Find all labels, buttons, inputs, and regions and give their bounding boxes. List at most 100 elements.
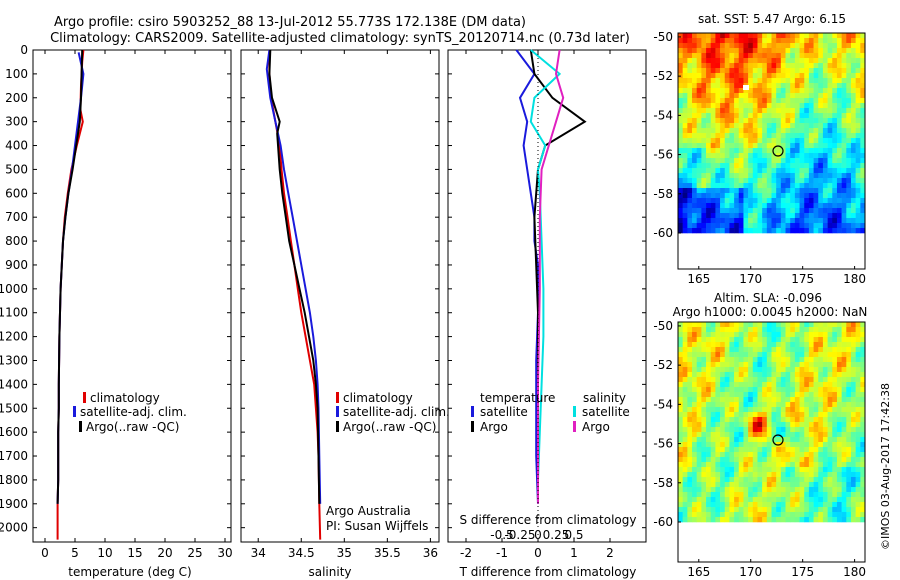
map-cell [701, 38, 707, 44]
map-cell [780, 53, 786, 59]
map-cell [738, 113, 744, 119]
sst-map-title: sat. SST: 5.47 Argo: 6.15 [698, 12, 846, 26]
map-cell [808, 367, 814, 373]
map-cell [687, 372, 693, 378]
map-cell [729, 183, 735, 189]
map-cell [794, 213, 800, 219]
map-cell [762, 412, 768, 418]
map-cell [836, 53, 842, 59]
map-cell [785, 392, 791, 398]
map-cell [822, 367, 828, 373]
map-cell [813, 148, 819, 154]
map-cell [720, 58, 726, 64]
map-cell [724, 457, 730, 463]
map-cell [841, 517, 847, 523]
map-cell [776, 497, 782, 503]
map-cell [762, 407, 768, 413]
map-cell [818, 507, 824, 513]
map-cell [846, 83, 852, 89]
map-cell [855, 58, 861, 64]
map-cell [846, 367, 852, 373]
map-cell [771, 477, 777, 483]
map-cell [748, 397, 754, 403]
map-cell [720, 417, 726, 423]
map-cell [687, 472, 693, 478]
map-cell [766, 43, 772, 49]
map-cell [832, 88, 838, 94]
map-cell [752, 397, 758, 403]
map-cell [710, 447, 716, 453]
map-cell [692, 397, 697, 403]
map-cell [757, 143, 763, 149]
map-cell [832, 93, 838, 99]
map-cell [794, 347, 800, 353]
map-cell [696, 457, 702, 463]
map-cell [860, 487, 866, 493]
map-cell [780, 327, 786, 333]
map-cell [860, 477, 866, 483]
map-cell [710, 153, 716, 159]
map-cell [804, 198, 810, 204]
map-cell [855, 153, 861, 159]
map-cell [687, 507, 693, 513]
map-cell [827, 143, 833, 149]
map-cell [808, 407, 814, 413]
map-cell [790, 168, 796, 174]
map-cell [696, 372, 702, 378]
map-cell [701, 467, 707, 473]
map-cell [720, 402, 726, 408]
map-cell [682, 407, 688, 413]
map-cell [860, 83, 866, 89]
map-cell [776, 327, 782, 333]
map-cell [752, 412, 758, 418]
map-cell [710, 108, 716, 114]
map-cell [696, 78, 702, 84]
map-cell [687, 158, 693, 164]
map-cell [850, 412, 856, 418]
map-cell [692, 462, 697, 468]
map-cell [846, 128, 852, 134]
map-cell [710, 467, 716, 473]
map-cell [771, 198, 777, 204]
map-cell [799, 357, 805, 363]
map-cell [780, 347, 786, 353]
map-cell [818, 183, 824, 189]
map-cell [687, 148, 693, 154]
map-cell [827, 193, 833, 199]
legend-label-satellite: satellite-adj. clim. [80, 405, 187, 419]
map-cell [766, 502, 772, 508]
map-cell [818, 53, 824, 59]
map-cell [696, 43, 702, 49]
map-cell [678, 83, 683, 89]
map-cell [752, 208, 758, 214]
map-cell [710, 347, 716, 353]
series-line-salinity-argo [537, 49, 565, 504]
map-cell [743, 63, 749, 69]
map-cell [701, 173, 707, 179]
map-cell [780, 452, 786, 458]
map-cell [860, 143, 866, 149]
map-cell [832, 447, 838, 453]
map-cell [710, 93, 716, 99]
map-cell [799, 63, 805, 69]
map-cell [757, 153, 763, 159]
map-cell [860, 377, 866, 383]
map-cell [710, 63, 716, 69]
map-cell [734, 337, 740, 343]
map-cell [715, 188, 721, 194]
map-cell [710, 407, 716, 413]
map-cell [785, 407, 791, 413]
map-cell [813, 517, 819, 523]
map-cell [692, 73, 697, 79]
map-cell [678, 38, 683, 44]
map-cell [850, 73, 856, 79]
map-cell [860, 372, 866, 378]
map-cell [766, 58, 772, 64]
map-cell [790, 63, 796, 69]
map-cell [678, 103, 683, 109]
depth-tick-label: 1700 [0, 449, 28, 463]
map-cell [687, 432, 693, 438]
map-cell [738, 487, 744, 493]
map-cell [701, 377, 707, 383]
